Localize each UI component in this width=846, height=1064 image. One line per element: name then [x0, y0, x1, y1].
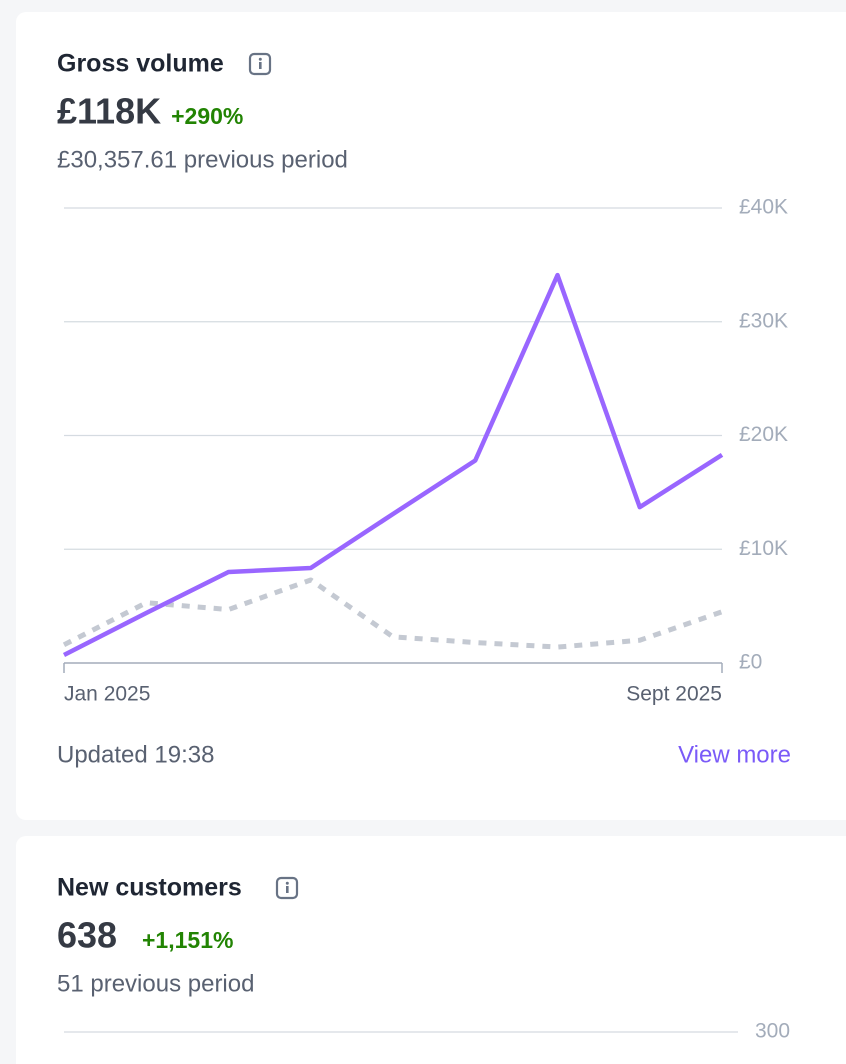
- y-tick-label: £40K: [739, 196, 788, 219]
- y-tick-label: £10K: [739, 537, 788, 560]
- updated-time: Updated 19:38: [57, 741, 214, 768]
- series-line: [62, 272, 724, 658]
- card-title: New customers: [57, 874, 242, 902]
- info-icon[interactable]: [248, 52, 272, 76]
- metric-value: £118K: [57, 91, 161, 132]
- x-tick-label: Jan 2025: [64, 683, 150, 706]
- previous-period: £30,357.61 previous period: [57, 146, 348, 173]
- y-tick-label: £20K: [739, 423, 788, 446]
- view-more-link[interactable]: View more: [678, 741, 791, 768]
- y-tick-label: 300: [755, 1020, 790, 1043]
- metric-value: 638: [57, 915, 117, 956]
- x-tick-label: Sept 2025: [626, 683, 722, 706]
- series-line: [62, 577, 723, 650]
- card: [16, 836, 846, 1064]
- card: [16, 12, 846, 820]
- card-title: Gross volume: [57, 50, 224, 78]
- metric-change: +290%: [171, 103, 243, 129]
- info-icon[interactable]: [275, 876, 299, 900]
- y-tick-label: £0: [739, 651, 762, 674]
- metric-change: +1,151%: [142, 927, 233, 953]
- y-tick-label: £30K: [739, 309, 788, 332]
- previous-period: 51 previous period: [57, 970, 254, 997]
